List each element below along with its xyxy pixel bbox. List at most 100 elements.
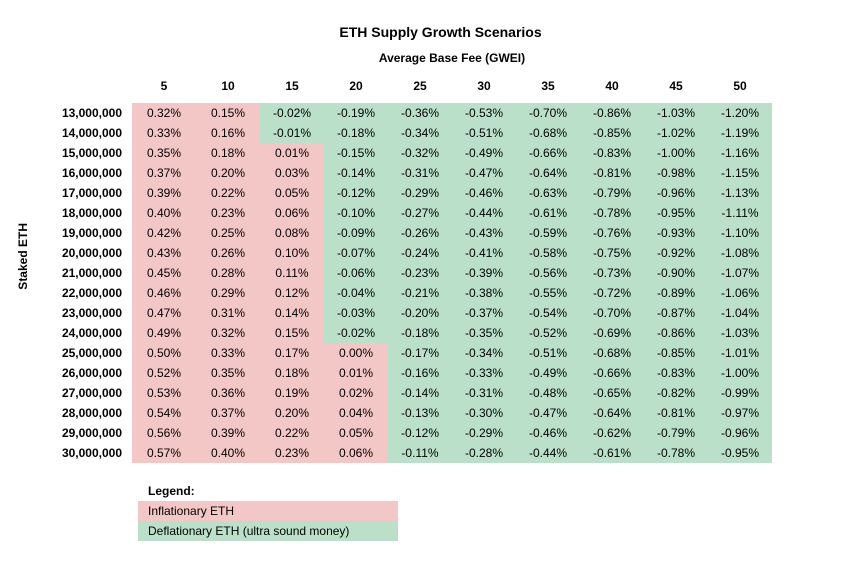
table-row: 17,000,0000.39%0.22%0.05%-0.12%-0.29%-0.… <box>34 183 772 203</box>
table-row: 30,000,0000.57%0.40%0.23%0.06%-0.11%-0.2… <box>34 443 772 463</box>
row-header: 28,000,000 <box>34 403 132 423</box>
data-cell: -0.69% <box>580 323 644 343</box>
data-cell: -1.10% <box>708 223 772 243</box>
data-cell: -0.39% <box>452 263 516 283</box>
data-cell: 0.35% <box>196 363 260 383</box>
data-cell: -0.30% <box>452 403 516 423</box>
table-row: 28,000,0000.54%0.37%0.20%0.04%-0.13%-0.3… <box>34 403 772 423</box>
data-cell: -0.98% <box>644 163 708 183</box>
data-cell: -0.03% <box>324 303 388 323</box>
data-cell: -0.13% <box>388 403 452 423</box>
data-cell: -0.75% <box>580 243 644 263</box>
data-cell: -0.79% <box>580 183 644 203</box>
data-cell: -0.55% <box>516 283 580 303</box>
data-cell: -1.04% <box>708 303 772 323</box>
data-cell: -0.51% <box>452 123 516 143</box>
data-cell: -0.29% <box>452 423 516 443</box>
data-cell: 0.37% <box>132 163 196 183</box>
data-cell: -0.14% <box>324 163 388 183</box>
data-cell: -0.10% <box>324 203 388 223</box>
data-cell: 0.40% <box>132 203 196 223</box>
data-cell: -0.27% <box>388 203 452 223</box>
data-cell: -0.37% <box>452 303 516 323</box>
data-cell: -0.49% <box>452 143 516 163</box>
data-cell: 0.20% <box>196 163 260 183</box>
data-cell: -0.19% <box>324 103 388 123</box>
data-cell: 0.37% <box>196 403 260 423</box>
data-cell: -0.11% <box>388 443 452 463</box>
data-cell: -1.00% <box>708 363 772 383</box>
data-cell: -1.03% <box>644 103 708 123</box>
data-cell: -1.11% <box>708 203 772 223</box>
data-cell: -0.18% <box>388 323 452 343</box>
table-row: 25,000,0000.50%0.33%0.17%0.00%-0.17%-0.3… <box>34 343 772 363</box>
data-cell: -1.01% <box>708 343 772 363</box>
data-cell: -0.68% <box>580 343 644 363</box>
data-cell: -0.95% <box>708 443 772 463</box>
table-row: 26,000,0000.52%0.35%0.18%0.01%-0.16%-0.3… <box>34 363 772 383</box>
data-cell: -0.97% <box>708 403 772 423</box>
y-axis-label: Staked ETH <box>12 223 34 290</box>
data-cell: 0.22% <box>196 183 260 203</box>
data-cell: -0.93% <box>644 223 708 243</box>
data-cell: 0.23% <box>260 443 324 463</box>
data-cell: -0.15% <box>324 143 388 163</box>
data-cell: -0.32% <box>388 143 452 163</box>
data-cell: -0.07% <box>324 243 388 263</box>
row-header: 17,000,000 <box>34 183 132 203</box>
data-cell: -0.34% <box>452 343 516 363</box>
data-cell: 0.50% <box>132 343 196 363</box>
data-cell: -0.16% <box>388 363 452 383</box>
table-row: 16,000,0000.37%0.20%0.03%-0.14%-0.31%-0.… <box>34 163 772 183</box>
data-cell: -1.15% <box>708 163 772 183</box>
data-cell: 0.47% <box>132 303 196 323</box>
data-cell: -0.17% <box>388 343 452 363</box>
data-cell: -0.72% <box>580 283 644 303</box>
legend-title: Legend: <box>138 481 398 501</box>
data-cell: -0.46% <box>516 423 580 443</box>
data-cell: 0.17% <box>260 343 324 363</box>
row-header: 29,000,000 <box>34 423 132 443</box>
data-cell: 0.39% <box>132 183 196 203</box>
data-cell: -0.81% <box>644 403 708 423</box>
data-cell: -1.06% <box>708 283 772 303</box>
data-cell: -0.78% <box>644 443 708 463</box>
row-header: 16,000,000 <box>34 163 132 183</box>
data-cell: 0.01% <box>324 363 388 383</box>
data-cell: -0.28% <box>452 443 516 463</box>
data-cell: 0.49% <box>132 323 196 343</box>
data-cell: -0.96% <box>708 423 772 443</box>
table-row: 22,000,0000.46%0.29%0.12%-0.04%-0.21%-0.… <box>34 283 772 303</box>
data-cell: -0.83% <box>644 363 708 383</box>
data-cell: -0.68% <box>516 123 580 143</box>
row-header: 18,000,000 <box>34 203 132 223</box>
data-cell: 0.52% <box>132 363 196 383</box>
data-cell: 0.31% <box>196 303 260 323</box>
data-cell: -0.23% <box>388 263 452 283</box>
data-table: Average Base Fee (GWEI) 5101520253035404… <box>34 50 772 463</box>
data-cell: -0.85% <box>644 343 708 363</box>
data-cell: 0.28% <box>196 263 260 283</box>
data-cell: -0.12% <box>324 183 388 203</box>
data-cell: -0.56% <box>516 263 580 283</box>
data-cell: -0.81% <box>580 163 644 183</box>
data-cell: -0.90% <box>644 263 708 283</box>
data-cell: 0.16% <box>196 123 260 143</box>
data-cell: 0.06% <box>260 203 324 223</box>
data-cell: -0.48% <box>516 383 580 403</box>
data-cell: 0.23% <box>196 203 260 223</box>
data-cell: 0.56% <box>132 423 196 443</box>
column-header: 15 <box>260 73 324 103</box>
data-cell: -0.95% <box>644 203 708 223</box>
column-header: 45 <box>644 73 708 103</box>
column-header: 50 <box>708 73 772 103</box>
data-cell: -0.26% <box>388 223 452 243</box>
data-cell: 0.15% <box>260 323 324 343</box>
column-header: 25 <box>388 73 452 103</box>
data-cell: 0.20% <box>260 403 324 423</box>
data-cell: -0.73% <box>580 263 644 283</box>
chart-wrap: Staked ETH Average Base Fee (GWEI) 51015… <box>12 50 829 463</box>
row-header: 27,000,000 <box>34 383 132 403</box>
data-cell: -0.64% <box>516 163 580 183</box>
data-cell: -0.62% <box>580 423 644 443</box>
